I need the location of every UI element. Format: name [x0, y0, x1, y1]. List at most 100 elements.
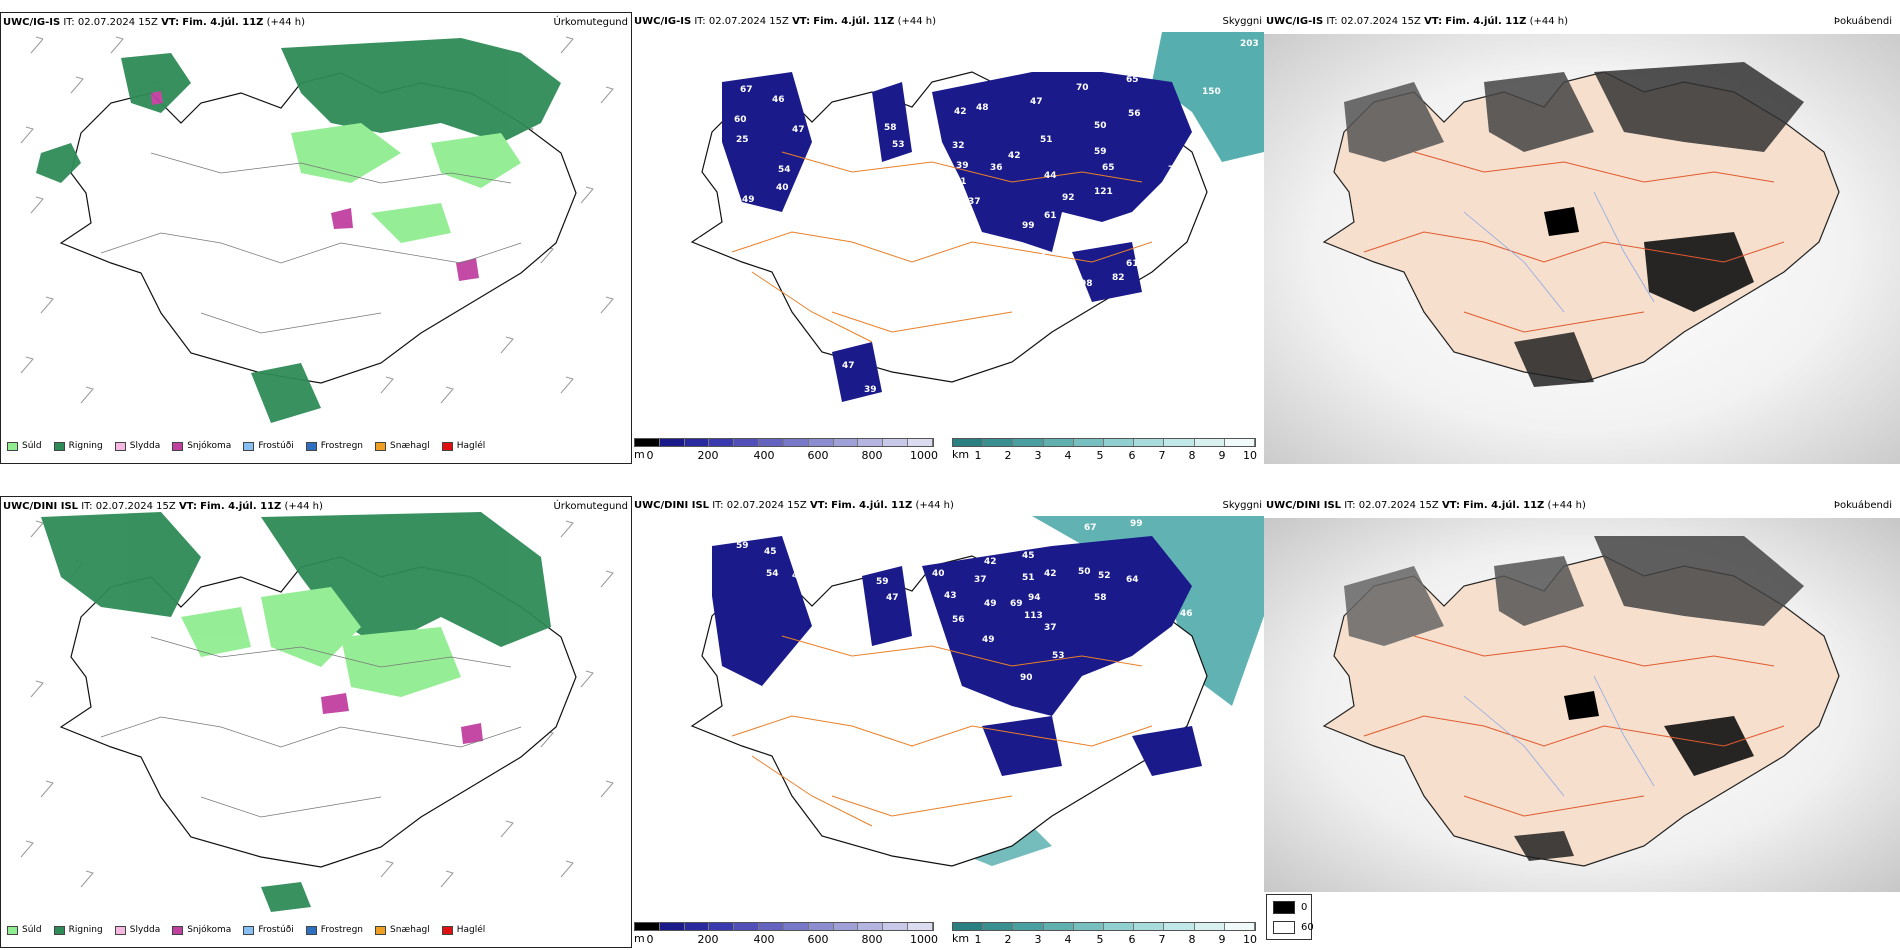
- cloud-base-value: 42: [1044, 569, 1057, 579]
- scale-tick: 400: [753, 933, 775, 946]
- cloud-base-value: 47: [886, 593, 899, 603]
- legend-item: Súld: [7, 925, 42, 935]
- cloud-base-value: 25: [736, 135, 749, 145]
- cloud-base-value: 48: [976, 103, 989, 113]
- scale-tick: 400: [753, 449, 775, 462]
- cloud-base-value: 94: [1028, 593, 1041, 603]
- scale-tick: 3: [1034, 449, 1042, 462]
- cloud-base-value: 203: [1240, 39, 1259, 49]
- colorbar-step: [1134, 923, 1165, 930]
- colorbar-step: [783, 923, 809, 930]
- scale-unit: m: [634, 448, 645, 461]
- legend-swatch: [375, 441, 387, 451]
- cloud-base-value: 51: [1022, 573, 1035, 583]
- colorbar-step: [684, 923, 710, 930]
- colorbar-step: [883, 439, 909, 446]
- scale-tick: 600: [807, 933, 829, 946]
- cloud-base-value: 37: [1044, 623, 1057, 633]
- cloud-base-value: 59: [1094, 147, 1107, 157]
- cloud-base-value: 53: [1052, 651, 1065, 661]
- scale-unit: m: [634, 932, 645, 945]
- cloud-base-value: 42: [1008, 151, 1021, 161]
- colorbar-step: [1194, 923, 1225, 930]
- precip-type-panel-igis: UWC/IG-IS IT: 02.07.2024 15Z VT: Fim. 4.…: [0, 12, 632, 464]
- legend-item: Súld: [7, 441, 42, 451]
- colorbar-step: [1073, 439, 1105, 446]
- legend-item: Rigning: [53, 925, 103, 935]
- visibility-panel-dini: UWC/DINI ISL IT: 02.07.2024 15Z VT: Fim.…: [632, 496, 1264, 948]
- scale-tick: 4: [1064, 933, 1072, 946]
- legend-swatch: [172, 441, 184, 451]
- fog-index-panel-dini: UWC/DINI ISL IT: 02.07.2024 15Z VT: Fim.…: [1264, 496, 1900, 892]
- scale-tick: 7: [1158, 933, 1166, 946]
- legend-item: Snjókoma: [172, 925, 231, 935]
- precip-type-legend: Súld Rigning Slydda Snjókoma Frostúði Fr…: [7, 925, 485, 935]
- colorbar-step: [709, 439, 735, 446]
- panel-title: Þokuábendi: [1833, 500, 1892, 511]
- colorbar-step: [953, 439, 984, 446]
- visibility-colorbar: [952, 438, 1256, 447]
- cloud-base-value: 39: [864, 385, 877, 395]
- cloud-base-value: 113: [1024, 611, 1043, 621]
- scale-tick: 10: [1243, 449, 1257, 462]
- colorbar-step: [858, 923, 884, 930]
- legend-swatch: [441, 441, 453, 451]
- precip-type-legend: Súld Rigning Slydda Snjókoma Frostúði Fr…: [7, 441, 485, 451]
- cloud-base-value: 51: [954, 177, 967, 187]
- cloud-base-value: 43: [944, 591, 957, 601]
- visibility-panel-igis: UWC/IG-IS IT: 02.07.2024 15Z VT: Fim. 4.…: [632, 12, 1264, 464]
- rivers: [1463, 191, 1655, 313]
- panel-title: Skyggni: [1222, 16, 1262, 27]
- cloud-base-areas: [712, 536, 1202, 776]
- scale-tick: 200: [697, 933, 719, 946]
- scale-tick: 0: [646, 449, 654, 462]
- colorbar-step: [635, 439, 660, 446]
- cloud-base-colorbar: [634, 922, 934, 931]
- cloud-base-value: 99: [1130, 519, 1143, 529]
- cloud-base-value: 72: [1118, 707, 1131, 717]
- cloud-base-value: 54: [766, 569, 779, 579]
- cloud-base-value: 45: [764, 547, 777, 557]
- scale-tick: 600: [807, 449, 829, 462]
- panel-header: UWC/IG-IS IT: 02.07.2024 15Z VT: Fim. 4.…: [1266, 16, 1569, 27]
- scale-tick: 5: [1096, 933, 1104, 946]
- colorbar-step: [808, 439, 834, 446]
- cloud-base-value: 37: [974, 575, 987, 585]
- cloud-visibility-map-igis: 203 150 67 46 60 47 25 54 40 49 58 53 42…: [690, 32, 1264, 402]
- precip-map-igis: [20, 36, 614, 423]
- panel-header: UWC/DINI ISL IT: 02.07.2024 15Z VT: Fim.…: [634, 500, 954, 511]
- scale-tick: 9: [1218, 933, 1226, 946]
- scale-unit: km: [952, 448, 970, 461]
- roads: [731, 635, 1153, 827]
- colorbar-step: [734, 439, 760, 446]
- colorbar-step: [1013, 439, 1044, 446]
- colorbar-step: [734, 923, 760, 930]
- legend-swatch: [305, 925, 317, 935]
- legend-item: Haglél: [441, 925, 485, 935]
- cloud-base-value: 94: [1102, 715, 1115, 725]
- colorbar-step: [833, 923, 859, 930]
- cloud-base-value: 111: [1028, 253, 1047, 263]
- cloud-base-scale: m 0 200 400 600 800 1000: [634, 438, 944, 464]
- cloud-base-value: 59: [736, 541, 749, 551]
- legend-swatch: [114, 441, 126, 451]
- cloud-base-value: 121: [1094, 187, 1113, 197]
- colorbar-step: [1104, 439, 1135, 446]
- scale-tick: 6: [1128, 449, 1136, 462]
- cloud-base-value: 49: [984, 599, 997, 609]
- legend-item: Frostúði: [243, 925, 294, 935]
- cloud-base-value: 52: [1098, 571, 1111, 581]
- cloud-base-value: 65: [1126, 75, 1139, 85]
- cloud-base-value: 50: [1094, 121, 1107, 131]
- scale-tick: 5: [1096, 449, 1104, 462]
- colorbar-step: [659, 439, 685, 446]
- cloud-base-value: 50: [1078, 567, 1091, 577]
- legend-item: Rigning: [53, 441, 103, 451]
- cloud-base-value: 45: [1022, 551, 1035, 561]
- cloud-base-value: 42: [954, 107, 967, 117]
- legend-swatch: [305, 441, 317, 451]
- cloud-base-value: 58: [1094, 593, 1107, 603]
- cloud-base-value: 90: [1020, 673, 1033, 683]
- colorbar-step: [759, 923, 784, 930]
- fog-label-low: 60: [1301, 922, 1314, 933]
